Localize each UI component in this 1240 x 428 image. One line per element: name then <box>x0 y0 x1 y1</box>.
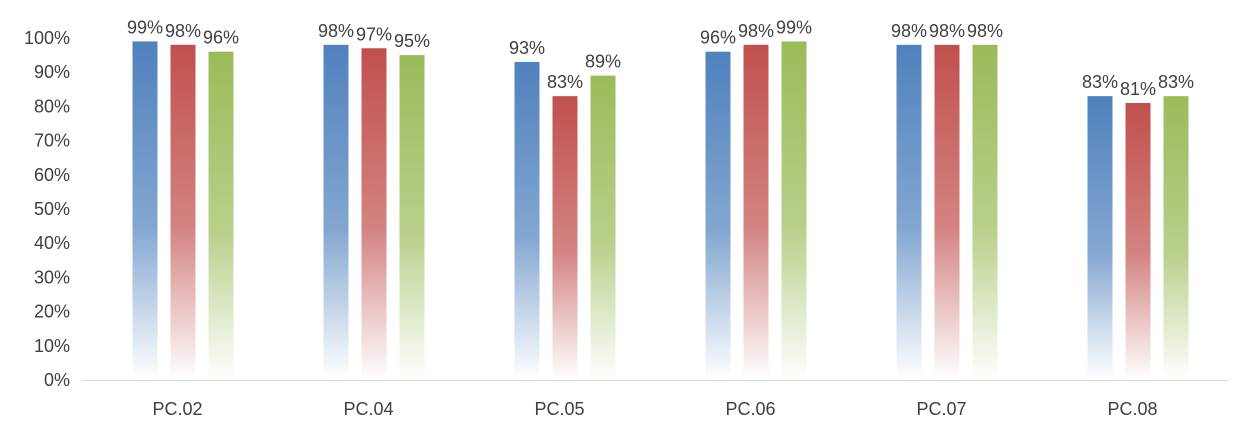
y-tick-label: 30% <box>34 267 70 287</box>
x-category-label: PC.02 <box>152 399 202 419</box>
data-label: 98% <box>929 21 965 41</box>
data-label: 83% <box>547 72 583 92</box>
data-labels: 99% 98% 96% 98% 97% 95% 93%83%89%96% 98% 99% 98% 9… <box>127 17 1194 99</box>
x-category-label: PC.07 <box>916 399 966 419</box>
data-label: 99% <box>776 17 812 37</box>
data-label: 93% <box>509 38 545 58</box>
bar-pc05-series-2 <box>552 96 578 380</box>
bar-pc04-series-2 <box>361 48 387 380</box>
bar-pc05-series-3 <box>590 75 616 381</box>
bar-pc06-series-2 <box>743 44 769 381</box>
y-tick-label: 60% <box>34 165 70 185</box>
bar-pc07-series-3 <box>972 44 998 381</box>
y-tick-label: 0% <box>44 370 70 390</box>
data-label: 98% <box>165 21 201 41</box>
y-tick-label: 40% <box>34 233 70 253</box>
data-label: 81% <box>1120 79 1156 99</box>
bars <box>132 41 1189 381</box>
bar-pc07-series-2 <box>934 44 960 381</box>
x-category-label: PC.05 <box>534 399 584 419</box>
bar-pc02-series-2 <box>170 44 196 381</box>
bar-pc04-series-1 <box>323 44 349 381</box>
bar-pc05-series-1 <box>514 61 540 380</box>
y-tick-label: 80% <box>34 96 70 116</box>
data-label: 98% <box>738 21 774 41</box>
data-label: 96% <box>700 28 736 48</box>
y-tick-label: 90% <box>34 62 70 82</box>
bar-pc08-series-3 <box>1163 96 1189 380</box>
y-tick-label: 20% <box>34 302 70 322</box>
y-tick-label: 70% <box>34 131 70 151</box>
data-label: 83% <box>1082 72 1118 92</box>
y-tick-label: 10% <box>34 336 70 356</box>
bar-pc04-series-3 <box>399 55 425 380</box>
data-label: 97% <box>356 24 392 44</box>
bar-pc02-series-3 <box>208 51 234 381</box>
y-tick-label: 100% <box>24 28 70 48</box>
data-label: 95% <box>394 31 430 51</box>
data-label: 99% <box>127 17 163 37</box>
y-axis: 0% 10% 20% 30% 40% 50% 60% 70% 80% 90% 100% <box>24 28 70 390</box>
y-tick-label: 50% <box>34 199 70 219</box>
bar-pc07-series-1 <box>896 44 922 381</box>
bar-pc08-series-1 <box>1087 96 1113 380</box>
x-category-label: PC.06 <box>725 399 775 419</box>
bar-pc08-series-2 <box>1125 102 1151 380</box>
bar-pc06-series-1 <box>705 51 731 381</box>
x-category-label: PC.08 <box>1107 399 1157 419</box>
data-label: 83% <box>1158 72 1194 92</box>
data-label: 89% <box>585 52 621 72</box>
data-label: 96% <box>203 28 239 48</box>
bar-pc06-series-3 <box>781 41 807 381</box>
data-label: 98% <box>318 21 354 41</box>
data-label: 98% <box>967 21 1003 41</box>
bar-pc02-series-1 <box>132 41 158 381</box>
data-label: 98% <box>891 21 927 41</box>
x-category-label: PC.04 <box>343 399 393 419</box>
x-axis: PC.02 PC.04 PC.05 PC.06 PC.07 PC.08 <box>82 380 1228 419</box>
